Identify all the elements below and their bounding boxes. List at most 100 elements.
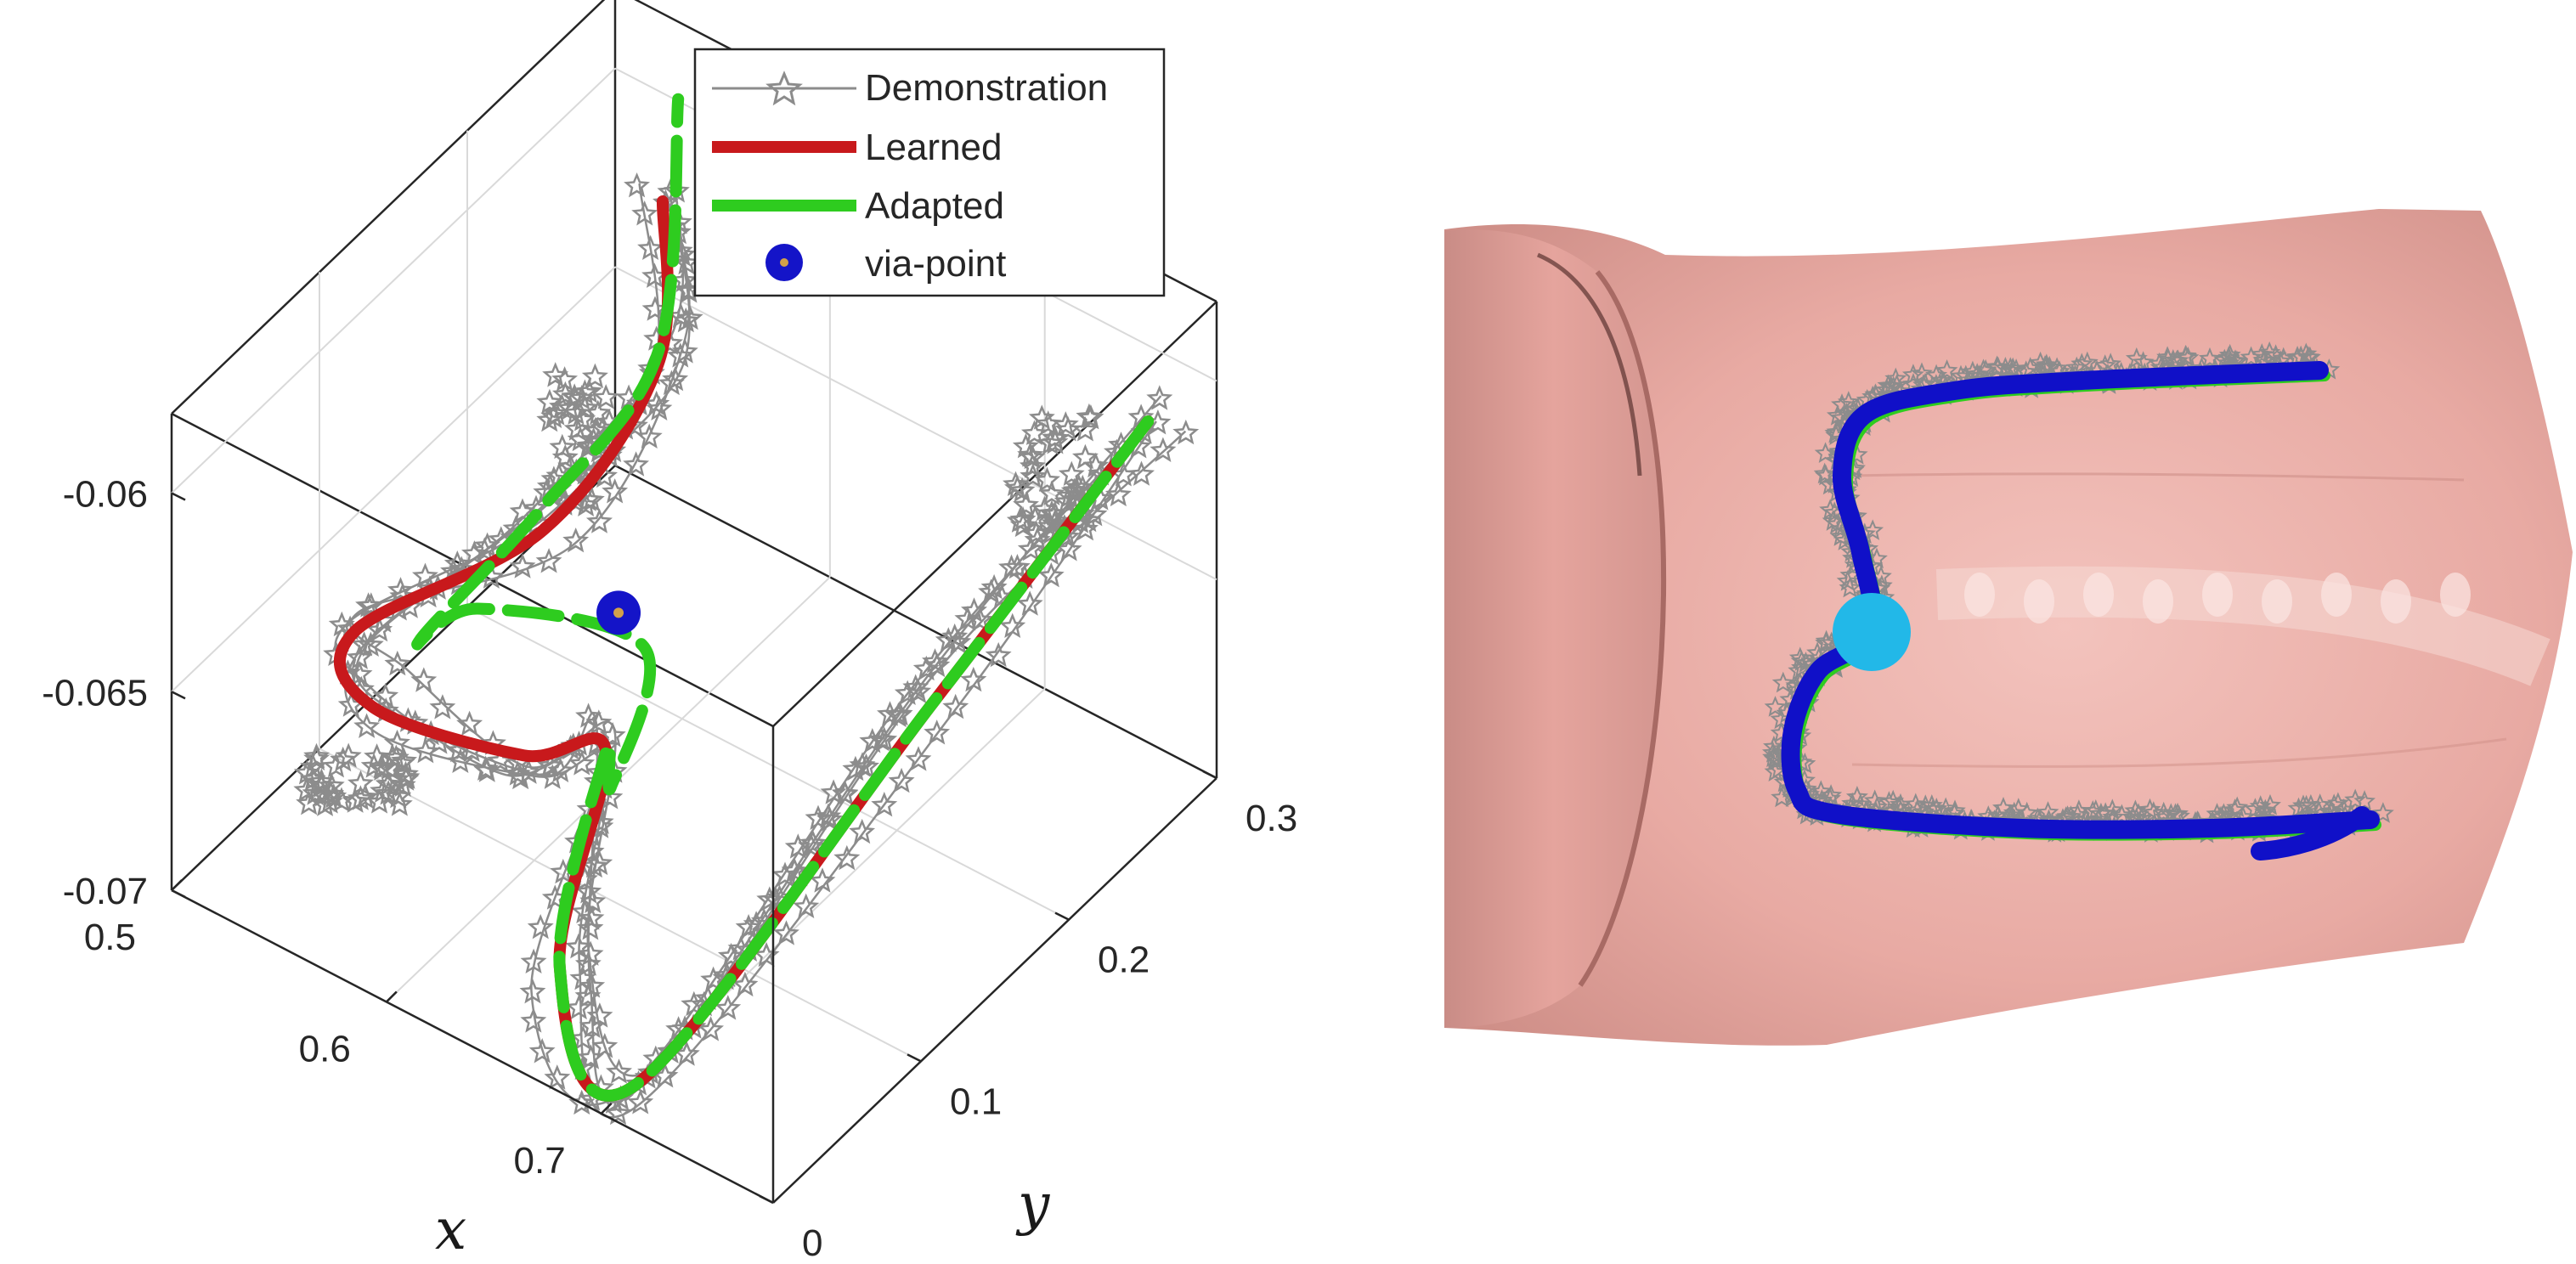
star-marker <box>772 920 799 945</box>
star-marker <box>585 709 613 735</box>
tick-mark <box>171 691 186 700</box>
star-marker <box>1009 506 1037 532</box>
star-marker <box>504 760 531 786</box>
z-tick-label: -0.07 <box>63 871 148 912</box>
star-marker <box>1788 646 1811 668</box>
star-marker <box>527 913 554 940</box>
star-marker <box>342 787 369 813</box>
box-edge <box>772 301 1217 727</box>
series-adapted <box>411 93 1155 1102</box>
star-marker <box>581 363 608 388</box>
star-marker <box>662 365 689 392</box>
star-marker <box>1935 797 1957 819</box>
via-point-center <box>613 607 624 618</box>
star-marker <box>832 781 859 806</box>
star-marker <box>967 607 993 632</box>
y-tick-label: 0.2 <box>1098 940 1150 981</box>
star-marker <box>2066 804 2089 825</box>
box-edge <box>614 464 1217 780</box>
star-marker <box>577 915 604 940</box>
star-marker <box>2240 346 2262 368</box>
star-marker <box>1925 364 1948 386</box>
star-marker <box>1037 561 1065 588</box>
star-marker <box>578 905 605 930</box>
star-marker <box>2290 345 2313 367</box>
star-marker <box>1058 460 1085 487</box>
star-marker <box>623 451 650 477</box>
star-marker <box>849 818 876 844</box>
star-marker <box>999 612 1026 638</box>
ridge-highlight <box>2321 573 2352 617</box>
star-marker <box>2005 358 2028 380</box>
skin-cuff <box>1444 229 1664 1028</box>
star-marker <box>715 995 742 1020</box>
star-marker <box>547 757 574 783</box>
star-marker <box>1146 385 1173 410</box>
star-marker <box>384 650 411 676</box>
grid-line <box>466 606 1070 921</box>
star-marker <box>859 727 886 753</box>
star-marker <box>1020 463 1047 488</box>
grid-line <box>614 266 1217 581</box>
star-marker <box>302 780 329 805</box>
star-marker <box>536 752 563 777</box>
star-marker <box>2015 801 2038 823</box>
tick-mark <box>907 1053 922 1063</box>
x-axis-label: x <box>435 1197 466 1262</box>
star-marker <box>905 746 932 771</box>
star-marker <box>1819 787 1841 809</box>
star-marker <box>549 433 576 460</box>
star-marker <box>509 498 536 523</box>
trajectory-3d-plot: -0.07-0.065-0.060.50.60.700.10.20.3 x y … <box>42 0 1297 1264</box>
star-marker <box>366 616 393 642</box>
star-marker <box>646 395 673 421</box>
star-marker <box>346 661 373 686</box>
star-marker <box>1863 789 1886 811</box>
axes-box-front <box>171 726 1217 1205</box>
star-marker <box>1771 671 1794 693</box>
star-marker <box>303 742 330 769</box>
ridge-highlight <box>2143 579 2173 624</box>
star-marker <box>390 748 418 773</box>
star-marker <box>816 806 843 832</box>
star-marker <box>1901 364 1924 385</box>
star-marker <box>303 745 330 770</box>
star-marker <box>809 867 836 893</box>
series-via-point <box>596 590 641 635</box>
star-marker <box>586 1002 613 1028</box>
star-marker <box>2259 793 2281 815</box>
star-marker <box>387 577 414 602</box>
star-marker <box>535 548 562 573</box>
star-marker <box>1016 590 1043 616</box>
star-marker <box>293 776 320 802</box>
star-marker <box>924 719 951 745</box>
tick-mark <box>385 990 398 1003</box>
star-marker <box>1012 432 1039 459</box>
star-marker <box>1071 443 1099 470</box>
star-marker <box>551 366 579 392</box>
star-marker <box>2226 796 2249 818</box>
ridge-highlight <box>1964 573 1995 617</box>
star-marker <box>1920 793 1943 815</box>
ridge-highlight <box>2083 573 2114 617</box>
phantom-photo <box>1444 209 2573 1046</box>
star-marker <box>1806 641 1829 663</box>
box-edge <box>772 777 1217 1204</box>
tick-mark <box>171 879 183 891</box>
star-marker <box>1839 576 1861 598</box>
star-marker <box>1764 760 1787 782</box>
star-marker <box>1037 512 1064 539</box>
star-marker <box>410 667 438 692</box>
grid-lines <box>171 67 1217 1114</box>
star-marker <box>960 666 987 692</box>
star-marker <box>924 652 951 678</box>
star-marker <box>1128 460 1155 486</box>
legend-item-learned: Learned <box>712 127 1002 168</box>
star-marker <box>443 550 471 576</box>
star-marker <box>698 1016 725 1041</box>
legend-label-demonstration: Demonstration <box>865 67 1108 109</box>
star-marker <box>575 878 602 904</box>
star-marker <box>456 710 483 736</box>
z-tick-label: -0.06 <box>63 474 148 516</box>
